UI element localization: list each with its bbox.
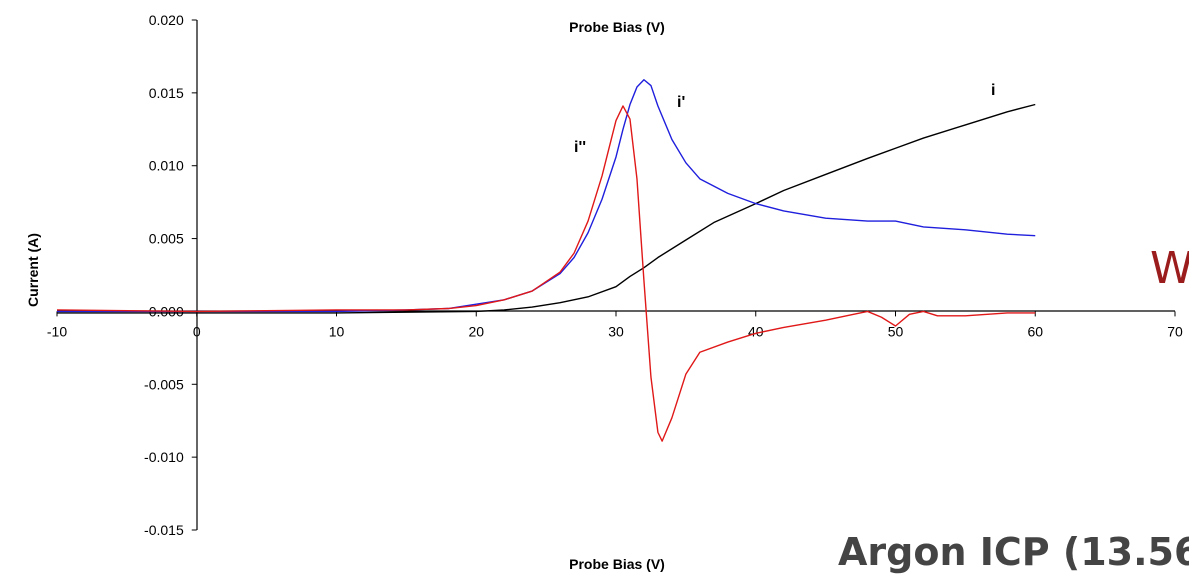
series-group xyxy=(56,79,1036,442)
axes-group xyxy=(57,20,1175,530)
y-tick-label: 0.020 xyxy=(149,12,184,28)
x-tick-label: 20 xyxy=(468,323,484,339)
x-axis-title-bottom: Probe Bias (V) xyxy=(569,556,665,572)
x-tick-label: 40 xyxy=(748,323,764,339)
x-axis-title-top: Probe Bias (V) xyxy=(569,19,665,35)
series-label-i-prime: i' xyxy=(677,94,685,111)
series-line-i xyxy=(57,103,1036,314)
series-line-i-prime xyxy=(57,79,1036,313)
x-tick-label: 70 xyxy=(1167,323,1183,339)
x-tick-label: -10 xyxy=(47,323,67,339)
x-tick-label: 0 xyxy=(193,323,201,339)
y-tick-label: -0.015 xyxy=(144,522,184,538)
overlay-title-fragment: Argon ICP (13.56I xyxy=(838,530,1189,574)
series-line-i-double-prime xyxy=(56,105,1036,442)
y-tick-label: -0.005 xyxy=(144,376,184,392)
ticks-group: -10 0 10 20 30 40 50 60 700.0200.0150.0100.0050.… xyxy=(47,12,1183,538)
y-tick-label: 0.005 xyxy=(149,231,184,247)
x-tick-label: 10 xyxy=(329,323,345,339)
y-tick-label: -0.010 xyxy=(144,449,184,465)
x-tick-label: 30 xyxy=(608,323,624,339)
y-tick-label: 0.010 xyxy=(149,158,184,174)
series-label-i-double-prime: i'' xyxy=(574,139,586,156)
y-axis-title: Current (A) xyxy=(25,233,41,307)
overlay-w-fragment: W xyxy=(1150,243,1189,294)
x-tick-label: 60 xyxy=(1027,323,1043,339)
x-tick-label: 50 xyxy=(888,323,904,339)
series-label-i: i xyxy=(991,82,995,99)
y-tick-label: 0.015 xyxy=(149,85,184,101)
